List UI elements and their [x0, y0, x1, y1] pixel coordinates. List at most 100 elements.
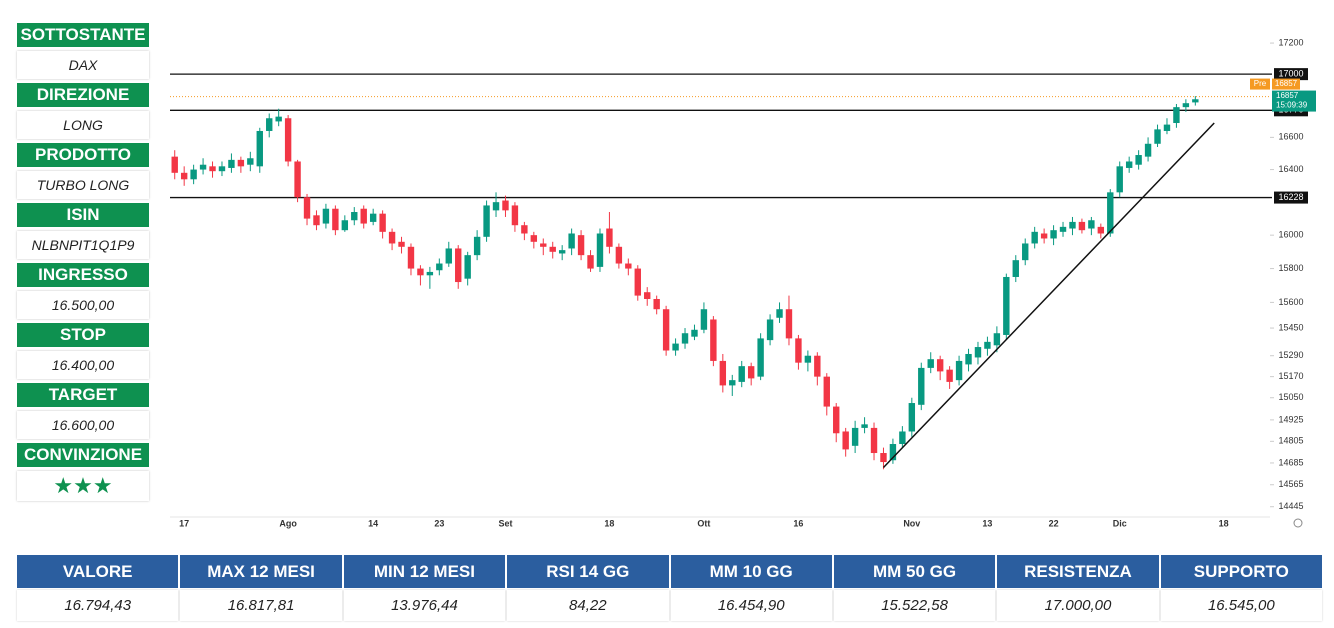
candle-body [464, 255, 471, 279]
candle-body [814, 355, 821, 377]
stats-table: VALORE MAX 12 MESI MIN 12 MESI RSI 14 GG MM … [17, 555, 1322, 621]
candle-body [615, 246, 623, 264]
candle-body [946, 369, 953, 382]
candle-body [171, 156, 178, 173]
candle-body [1135, 155, 1142, 165]
candle-body [473, 236, 481, 256]
level-label: 16228 [1278, 192, 1303, 202]
sidebar-value: NLBNPIT1Q1P9 [17, 231, 149, 259]
candle-body [738, 366, 745, 382]
candle-body [1022, 243, 1029, 261]
table-cell: 15.522,58 [833, 590, 996, 621]
sidebar-value: ★★★ [17, 471, 149, 501]
candle-body [861, 424, 868, 428]
x-tick-label: 23 [434, 518, 444, 528]
candle-body [1154, 129, 1161, 144]
candle-body [426, 271, 434, 276]
candle-body [795, 338, 802, 363]
sidebar-value: TURBO LONG [17, 171, 149, 199]
sidebar-value: 16.400,00 [17, 351, 149, 379]
y-tick-label: 15600 [1278, 297, 1303, 307]
candle-body [1069, 221, 1076, 229]
candle-body [388, 231, 396, 244]
candle-body [502, 200, 509, 211]
chart: 14445 14565 14685 14805 14925 15050 15170 15290… [170, 37, 1316, 528]
candle-body [407, 246, 415, 269]
x-tick-label: Set [498, 518, 512, 528]
candle-body [833, 406, 840, 434]
trend-line [882, 122, 1215, 468]
candle-body [984, 341, 991, 349]
candle-body [199, 164, 207, 170]
candle-body [691, 329, 698, 337]
y-tick-label: 15450 [1278, 322, 1303, 332]
pre-label: Pre [1254, 79, 1267, 88]
candle-body [653, 298, 660, 310]
candle-body [880, 453, 887, 463]
candle-body [899, 431, 906, 445]
candle-body [918, 367, 925, 405]
candle-body [275, 116, 282, 122]
candle-body [521, 225, 528, 234]
candle-body [1050, 230, 1057, 239]
candle-body [776, 309, 783, 318]
sidebar-label: STOP [17, 323, 149, 347]
candle-body [955, 360, 963, 381]
candle-body [1182, 103, 1190, 108]
candle-body [511, 205, 519, 226]
x-tick-label: 18 [1219, 518, 1229, 528]
candle-body [492, 202, 500, 211]
countdown-label: 15:09:39 [1276, 101, 1308, 110]
y-tick-label: 14565 [1278, 479, 1303, 489]
table-cell: 16.454,90 [670, 590, 832, 621]
sidebar-value: 16.500,00 [17, 291, 149, 319]
candle-body [568, 233, 575, 249]
sidebar-value: 16.600,00 [17, 411, 149, 439]
table-header: VALORE [17, 555, 179, 588]
candle-body [1116, 166, 1123, 193]
candle-body [596, 233, 604, 267]
x-tick-label: 16 [793, 518, 803, 528]
candle-body [483, 205, 490, 237]
candle-body [700, 309, 708, 330]
candle-body [842, 431, 849, 450]
candle-body [247, 158, 254, 165]
candle-body [851, 427, 859, 446]
candle-body [294, 161, 301, 198]
candle-body [341, 220, 349, 231]
candle-body [1003, 276, 1010, 335]
y-tick-label: 15170 [1278, 371, 1303, 381]
table-cell: 16.794,43 [17, 590, 179, 621]
candle-body [1192, 99, 1199, 103]
candle-body [256, 130, 263, 167]
y-tick-label: 16400 [1278, 164, 1303, 174]
table-cell: 84,22 [507, 590, 669, 621]
candle-body [1097, 226, 1105, 234]
x-tick-label: 17 [179, 518, 189, 528]
candle-body [1031, 231, 1038, 244]
x-tick-label: 18 [604, 518, 614, 528]
candle-body [209, 166, 216, 172]
candle-body [804, 355, 812, 363]
settings-icon[interactable] [1293, 518, 1303, 528]
x-tick-label: 13 [982, 518, 992, 528]
candle-body [445, 248, 452, 264]
candle-body [672, 343, 679, 351]
table-cell: 16.545,00 [1160, 590, 1322, 621]
candle-body [1144, 143, 1152, 157]
candle-body [1088, 220, 1095, 229]
sidebar-label: DIREZIONE [17, 83, 149, 107]
candle-body [1059, 226, 1067, 232]
table-header: RSI 14 GG [507, 555, 669, 588]
sidebar-label: SOTTOSTANTE [17, 23, 149, 47]
pre-price-box [1272, 78, 1300, 90]
candle-body [587, 255, 594, 269]
sidebar-label: CONVINZIONE [17, 443, 149, 467]
candle-body [1078, 221, 1086, 231]
candle-body [351, 212, 358, 221]
y-tick-label: 14805 [1278, 436, 1303, 446]
y-tick-label: 17200 [1278, 37, 1303, 47]
candle-body [558, 250, 566, 254]
last-price-label: 16857 [1276, 91, 1299, 100]
x-tick-label: Ott [697, 518, 710, 528]
